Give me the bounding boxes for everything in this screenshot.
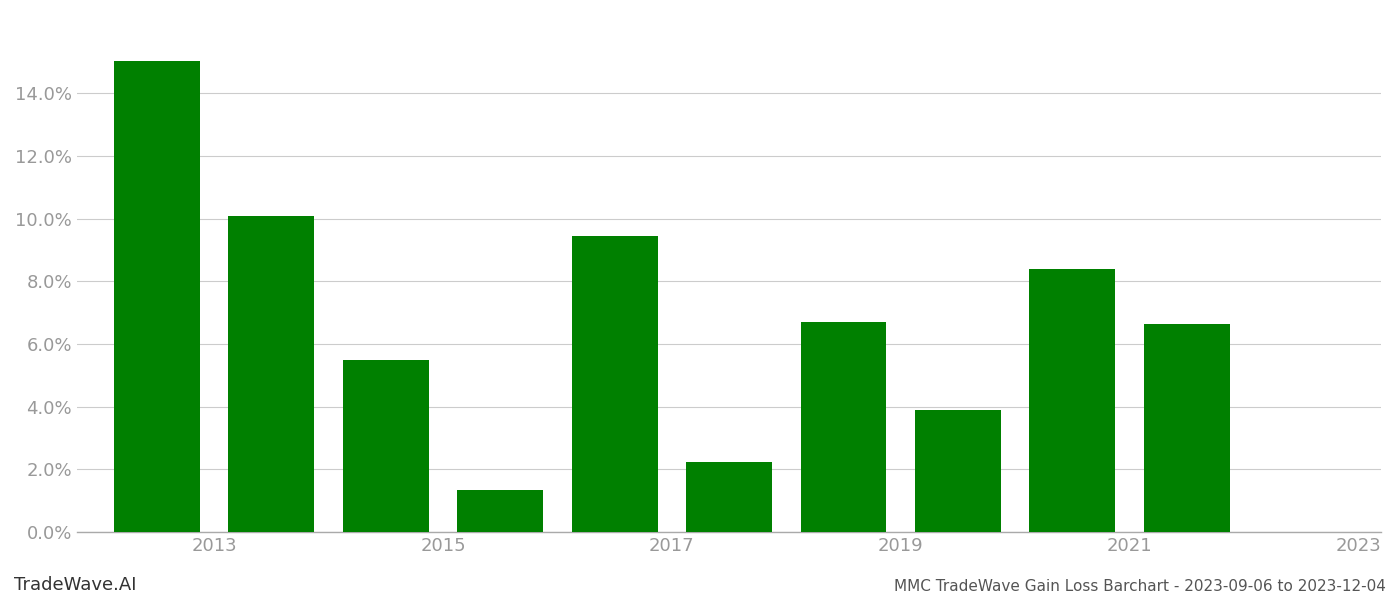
Bar — [1029, 269, 1116, 532]
Bar — [916, 410, 1001, 532]
Bar — [686, 461, 771, 532]
Text: MMC TradeWave Gain Loss Barchart - 2023-09-06 to 2023-12-04: MMC TradeWave Gain Loss Barchart - 2023-… — [895, 579, 1386, 594]
Bar — [801, 322, 886, 532]
Bar — [228, 215, 314, 532]
Bar — [343, 360, 428, 532]
Bar — [458, 490, 543, 532]
Text: TradeWave.AI: TradeWave.AI — [14, 576, 137, 594]
Bar — [571, 236, 658, 532]
Bar — [1144, 324, 1229, 532]
Bar — [113, 61, 200, 532]
